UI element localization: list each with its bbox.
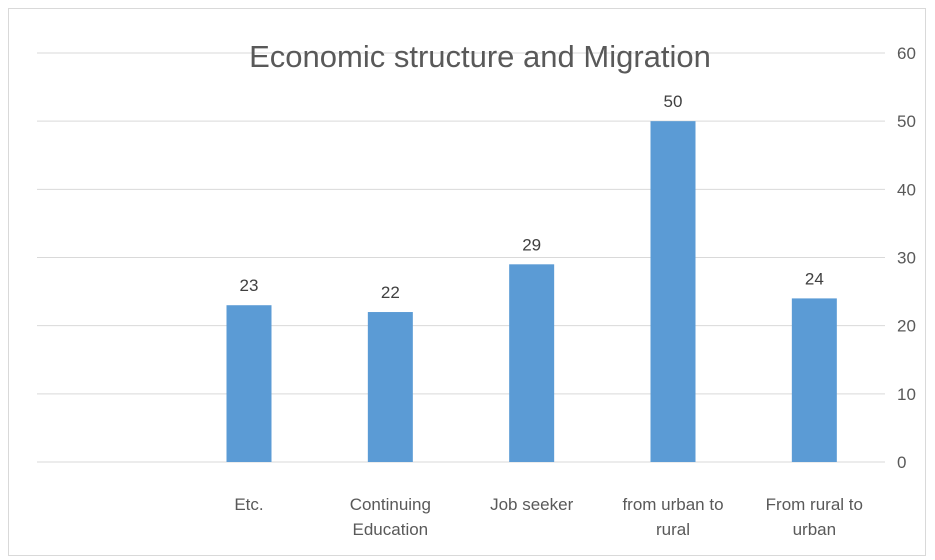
data-label: 22 [381,283,400,302]
y-tick-label: 20 [897,317,916,336]
bar [650,121,696,463]
category-label: urban [793,520,836,539]
category-label: rural [656,520,690,539]
y-axis-tick-labels: 0 10 20 30 40 50 60 [897,44,916,472]
bar [226,305,272,462]
chart-title: Economic structure and Migration [249,39,711,74]
data-labels: 23 22 29 50 24 [240,92,824,302]
chart-frame [8,8,926,556]
bar-series [226,121,837,463]
y-tick-label: 60 [897,44,916,63]
y-tick-label: 10 [897,385,916,404]
y-tick-label: 40 [897,180,916,199]
category-label: Etc. [234,495,263,514]
category-label: From rural to [766,495,863,514]
category-label: Job seeker [490,495,573,514]
data-label: 29 [522,235,541,254]
category-labels: Etc. Continuing Education Job seeker from ur… [234,495,863,539]
y-tick-label: 30 [897,249,916,268]
category-label: Education [353,520,429,539]
bar [791,298,837,462]
gridlines [37,52,885,463]
bar [367,312,413,462]
data-label: 50 [664,92,683,111]
data-label: 24 [805,269,824,288]
bar [509,264,555,462]
category-label: from urban to [622,495,723,514]
category-label: Continuing [350,495,431,514]
y-tick-label: 0 [897,453,906,472]
data-label: 23 [240,276,259,295]
y-tick-label: 50 [897,112,916,131]
